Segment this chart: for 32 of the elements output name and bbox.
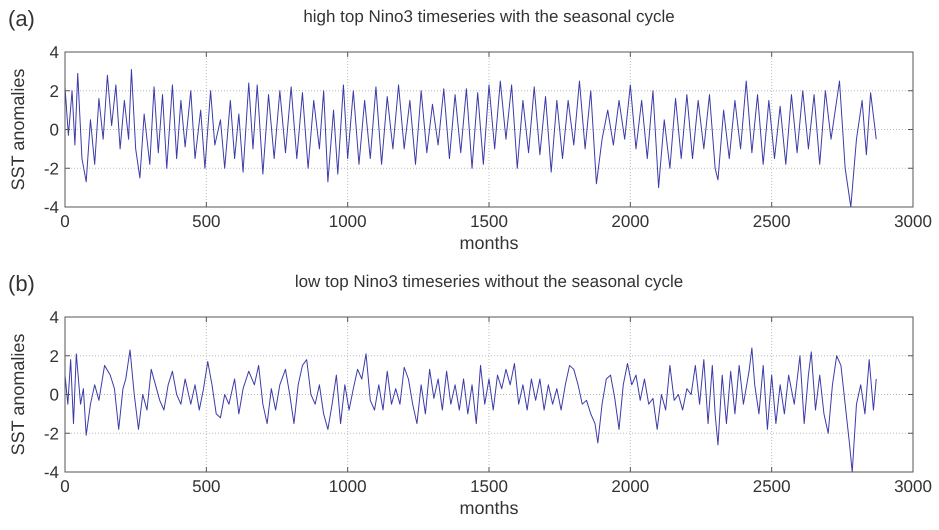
y-tick-label: -2 — [44, 159, 59, 178]
y-tick-label: 2 — [50, 346, 59, 366]
text: (a) — [8, 6, 35, 31]
y-axis-title: SST anomalies — [8, 334, 28, 456]
x-tick-label: 2000 — [611, 477, 650, 496]
y-axis-title: SST anomalies — [8, 68, 28, 190]
y-tick-label: -2 — [44, 424, 59, 444]
x-axis-title: months — [459, 498, 519, 518]
x-tick-label: 2000 — [611, 212, 650, 231]
y-tick-label: -4 — [44, 463, 59, 482]
x-axis-title: months — [459, 233, 519, 253]
y-tick-label: 4 — [50, 308, 59, 327]
x-tick-label: 500 — [192, 212, 221, 231]
x-tick-label: 2500 — [752, 212, 791, 231]
chart-title: high top Nino3 timeseries with the seasonal cycle — [303, 7, 675, 26]
x-tick-label: 500 — [192, 477, 221, 496]
y-tick-label: -4 — [44, 198, 59, 217]
x-tick-label: 1500 — [470, 477, 508, 496]
y-tick-label: 2 — [50, 82, 59, 101]
y-tick-label: 0 — [50, 120, 59, 140]
y-tick-label: 0 — [50, 386, 59, 404]
x-tick-label: 1000 — [328, 477, 367, 496]
line-series — [64, 348, 877, 472]
text: (b) — [8, 271, 35, 296]
line-series — [64, 68, 877, 208]
y-tick-label: 4 — [50, 43, 59, 62]
chart-title: low top Nino3 timeseries without the seasonal cycle — [294, 272, 684, 291]
x-tick-label: 1000 — [328, 212, 367, 231]
x-tick-label: 3000 — [894, 477, 932, 496]
x-tick-label: 3000 — [894, 212, 932, 231]
x-tick-label: 1500 — [470, 212, 508, 231]
x-tick-label: 2500 — [752, 477, 791, 496]
